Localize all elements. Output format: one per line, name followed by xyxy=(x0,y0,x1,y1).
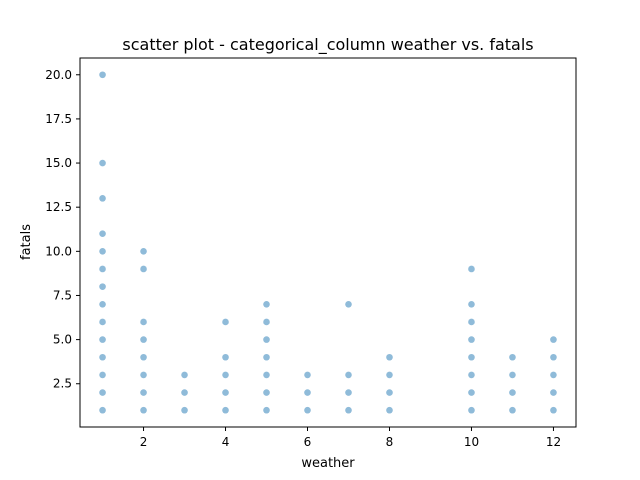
data-point xyxy=(263,318,270,326)
data-point xyxy=(468,371,475,379)
x-tick-label: 12 xyxy=(546,435,561,449)
data-point xyxy=(386,389,393,396)
data-point xyxy=(181,371,188,379)
data-point xyxy=(345,406,352,414)
data-point xyxy=(468,300,475,308)
data-point xyxy=(386,371,393,379)
y-tick-label: 5.0 xyxy=(53,333,72,347)
data-point xyxy=(509,371,516,379)
data-point xyxy=(99,300,106,308)
data-point xyxy=(304,389,311,396)
data-point xyxy=(181,406,188,414)
y-axis-ticks: 2.5 5.0 7.5 10.0 12.5 15.0 17.5 20.0 xyxy=(45,68,80,391)
x-tick-label: 6 xyxy=(304,435,312,449)
data-point xyxy=(222,371,229,379)
data-point xyxy=(263,389,270,396)
y-tick-label: 15.0 xyxy=(45,156,72,170)
data-point xyxy=(550,336,557,343)
data-points xyxy=(99,71,557,414)
data-point xyxy=(222,389,229,396)
plot-area xyxy=(80,58,576,427)
data-point xyxy=(263,336,270,343)
data-point xyxy=(509,406,516,414)
data-point xyxy=(99,71,106,79)
data-point xyxy=(550,371,557,379)
data-point xyxy=(99,406,106,414)
data-point xyxy=(99,353,106,361)
data-point xyxy=(468,265,475,273)
data-point xyxy=(140,265,147,273)
data-point xyxy=(386,353,393,361)
data-point xyxy=(181,389,188,396)
x-tick-label: 10 xyxy=(464,435,479,449)
data-point xyxy=(140,353,147,361)
data-point xyxy=(345,300,352,308)
data-point xyxy=(140,336,147,343)
data-point xyxy=(345,371,352,379)
data-point xyxy=(99,371,106,379)
data-point xyxy=(509,353,516,361)
x-tick-label: 8 xyxy=(386,435,394,449)
data-point xyxy=(222,318,229,326)
chart-title: scatter plot - categorical_column weathe… xyxy=(122,35,533,55)
data-point xyxy=(263,353,270,361)
data-point xyxy=(140,389,147,396)
data-point xyxy=(99,265,106,273)
data-point xyxy=(99,336,106,343)
data-point xyxy=(468,406,475,414)
y-tick-label: 10.0 xyxy=(45,244,72,258)
data-point xyxy=(304,371,311,379)
data-point xyxy=(99,389,106,396)
data-point xyxy=(345,389,352,396)
y-tick-label: 12.5 xyxy=(45,200,72,214)
data-point xyxy=(509,389,516,396)
data-point xyxy=(550,353,557,361)
data-point xyxy=(99,318,106,326)
data-point xyxy=(99,159,106,167)
data-point xyxy=(140,318,147,326)
data-point xyxy=(468,389,475,396)
y-axis-label: fatals xyxy=(19,224,34,260)
data-point xyxy=(550,406,557,414)
y-tick-label: 17.5 xyxy=(45,112,72,126)
data-point xyxy=(263,406,270,414)
data-point xyxy=(550,389,557,396)
data-point xyxy=(99,195,106,202)
y-tick-label: 20.0 xyxy=(45,68,72,82)
data-point xyxy=(99,248,106,255)
y-tick-label: 2.5 xyxy=(53,377,72,391)
data-point xyxy=(304,406,311,414)
data-point xyxy=(222,406,229,414)
data-point xyxy=(263,371,270,379)
data-point xyxy=(222,353,229,361)
x-axis-ticks: 2 4 6 8 10 12 xyxy=(140,427,561,449)
data-point xyxy=(468,353,475,361)
x-axis-label: weather xyxy=(301,456,355,471)
data-point xyxy=(99,283,106,290)
data-point xyxy=(140,248,147,255)
data-point xyxy=(468,336,475,343)
data-point xyxy=(263,300,270,308)
data-point xyxy=(140,371,147,379)
data-point xyxy=(99,230,106,237)
axes-frame xyxy=(79,57,577,428)
data-point xyxy=(140,406,147,414)
x-tick-label: 4 xyxy=(222,435,230,449)
y-tick-label: 7.5 xyxy=(53,288,72,302)
x-tick-label: 2 xyxy=(140,435,148,449)
data-point xyxy=(386,406,393,414)
data-point xyxy=(468,318,475,326)
